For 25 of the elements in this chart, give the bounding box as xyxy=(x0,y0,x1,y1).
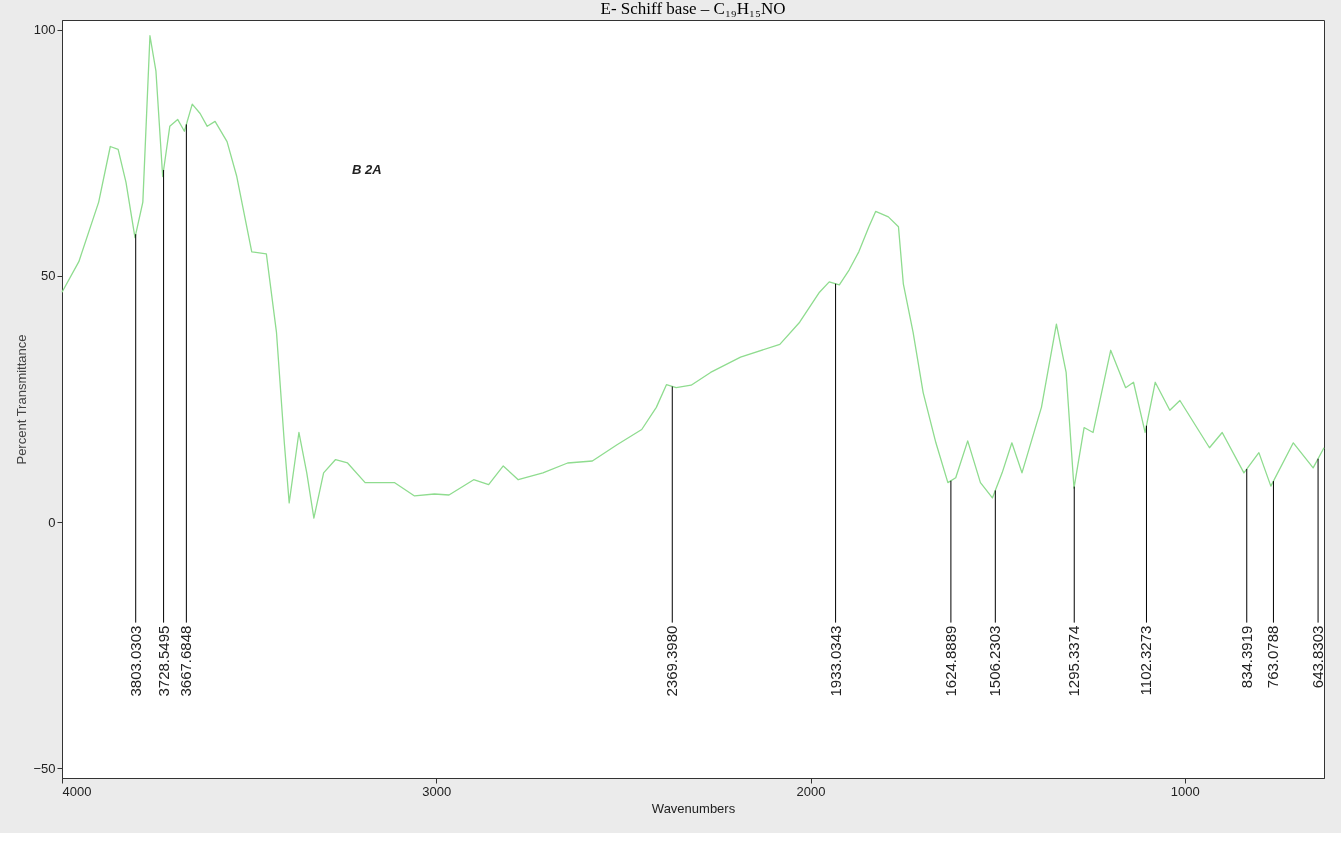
ref-line-label: 2369.3980 xyxy=(663,625,681,697)
y-tick-label: 0 xyxy=(48,514,56,530)
x-tick-label: 1000 xyxy=(1170,783,1200,799)
line-series xyxy=(61,35,1325,519)
ref-line-label: 1933.0343 xyxy=(826,625,844,697)
ref-line-label: 643.8303 xyxy=(1309,625,1327,689)
ref-line-label: 3728.5495 xyxy=(154,625,172,697)
ref-line-label: 763.0788 xyxy=(1264,625,1282,689)
chart-title: E- Schiff base – C₁₉H₁₅NO xyxy=(600,0,786,18)
y-tick-label: 50 xyxy=(41,268,56,284)
ref-line-label: 3667.6848 xyxy=(177,625,195,697)
x-tick-label: 3000 xyxy=(422,783,452,799)
ref-line-label: 1624.8889 xyxy=(941,625,959,697)
ref-line-label: 1506.2303 xyxy=(986,625,1004,697)
annotation: B 2A xyxy=(352,162,382,177)
ref-line-label: 1295.3374 xyxy=(1065,625,1083,697)
x-tick-label: 4000 xyxy=(62,783,92,799)
y-tick-label: −50 xyxy=(33,760,56,776)
ref-line-label: 3803.0303 xyxy=(126,625,144,697)
x-tick-label: 2000 xyxy=(796,783,826,799)
ref-line-label: 834.3919 xyxy=(1237,625,1255,689)
y-tick-label: 100 xyxy=(33,22,56,38)
ref-line-label: 1102.3273 xyxy=(1137,625,1155,696)
y-axis-title: Percent Transmittance xyxy=(14,334,30,465)
x-axis-title: Wavenumbers xyxy=(651,800,736,816)
